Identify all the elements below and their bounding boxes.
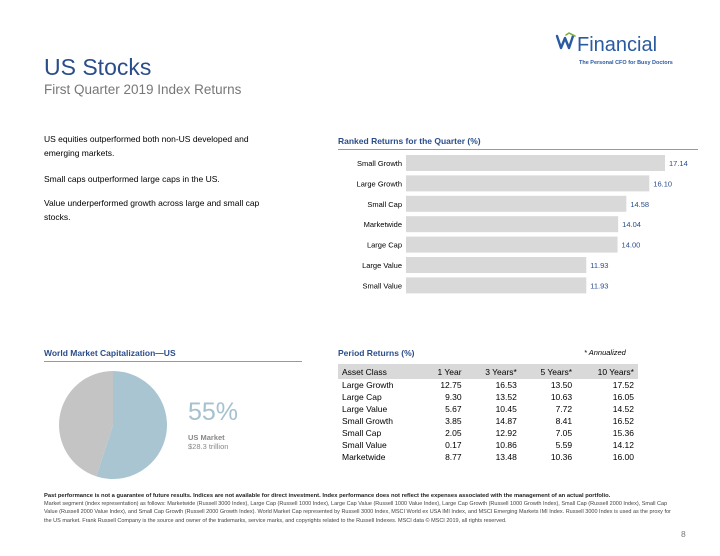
us-market-value: $28.3 trillion [188,442,229,451]
page-title: US Stocks [44,54,152,80]
page-number: 8 [681,529,686,539]
return-bar [406,195,627,212]
return-value-cell: 14.12 [612,440,634,450]
annualized-note: * Annualized [584,348,626,357]
table-row: Large Value 5.67 10.45 7.72 14.52 [338,403,638,415]
return-value-cell: 12.75 [440,380,462,390]
table-row: Small Value 0.17 10.86 5.59 14.12 [338,439,638,451]
world-market-cap-title: World Market Capitalization—US [44,348,176,358]
logo-tagline: The Personal CFO for Busy Doctors [579,60,673,66]
asset-class-cell: Small Cap [342,428,382,438]
bar-value-label: 11.93 [590,281,608,290]
return-bar [406,277,587,294]
page-subtitle: First Quarter 2019 Index Returns [44,82,242,97]
return-value-cell: 13.52 [495,392,517,402]
return-value-cell: 14.52 [612,404,634,414]
return-value-cell: 10.45 [495,404,517,414]
asset-class-cell: Large Growth [342,380,394,390]
table-row: Large Growth 12.75 16.53 13.50 17.52 [338,379,638,391]
column-header: Asset Class [338,364,421,379]
return-value-cell: 3.85 [445,416,462,426]
us-market-slice [96,371,168,479]
return-value-cell: 8.41 [555,416,573,426]
category-label: Small Growth [357,159,402,168]
ranked-returns-title: Ranked Returns for the Quarter (%) [338,136,481,146]
bar-value-label: 14.58 [630,200,649,209]
rest-of-world-slice [58,371,113,477]
asset-class-cell: Large Cap [342,392,382,402]
table-row: Large Cap 9.30 13.52 10.63 16.05 [338,391,638,403]
bar-value-label: 14.04 [622,220,641,229]
logo-wordmark: Financial [577,34,658,56]
column-header: 5 Years* [520,364,577,379]
return-value-cell: 13.48 [495,452,517,462]
return-bar [406,175,650,192]
return-value-cell: 10.63 [550,392,573,402]
return-value-cell: 5.59 [555,440,573,450]
us-market-label: US Market [188,433,225,442]
bar-value-label: 16.10 [653,179,672,188]
bullet-text: US equities outperformed both non-US dev… [44,134,249,158]
asset-class-cell: Marketwide [342,452,386,462]
return-value-cell: 0.17 [445,440,462,450]
period-returns-title: Period Returns (%) [338,348,415,358]
market-cap-pie-chart [58,371,168,479]
category-label: Small Value [363,281,402,290]
bar-value-label: 14.00 [622,241,641,250]
return-value-cell: 13.50 [550,380,573,390]
bullet-text: Small caps outperformed large caps in th… [44,174,220,184]
bar-value-label: 17.14 [669,159,688,168]
return-value-cell: 16.52 [612,416,634,426]
category-label: Large Growth [357,179,402,188]
return-value-cell: 10.36 [550,452,573,462]
return-value-cell: 16.00 [612,452,634,462]
disclaimer-bold: Past performance is not a guarantee of f… [44,493,611,499]
return-bar [406,155,666,171]
return-value-cell: 15.36 [612,428,634,438]
return-bar [406,236,618,253]
return-value-cell: 16.05 [612,392,634,402]
category-label: Large Value [362,261,402,270]
bar-value-label: 11.93 [590,261,608,270]
ranked-returns-chart: Small Growth 17.14 Large Growth 16.10 Small … [357,155,688,294]
return-value-cell: 10.86 [495,440,517,450]
table-row: Marketwide 8.77 13.48 10.36 16.00 [338,451,638,463]
return-value-cell: 14.87 [495,416,517,426]
table-header-row: Asset Class 1 Year 3 Years* 5 Years* 10 … [338,364,638,379]
category-label: Small Cap [367,200,402,209]
return-value-cell: 16.53 [495,380,517,390]
asset-class-cell: Small Growth [342,416,394,426]
disclaimer-footnote: Past performance is not a guarantee of f… [44,492,674,525]
table-row: Small Cap 2.05 12.92 7.05 15.36 [338,427,638,439]
section-divider [338,149,698,150]
column-header: 3 Years* [465,364,521,379]
return-value-cell: 7.05 [555,428,573,438]
disclaimer-text: Market segment (index representation) as… [44,501,671,524]
section-divider [44,361,302,362]
return-value-cell: 9.30 [445,392,462,402]
column-header: 1 Year [420,364,466,379]
table-row: Small Growth 3.85 14.87 8.41 16.52 [338,415,638,427]
asset-class-cell: Large Value [342,404,388,414]
return-value-cell: 5.67 [445,404,462,414]
company-logo: Financial The Personal CFO for Busy Doct… [555,30,690,72]
return-value-cell: 2.05 [445,428,462,438]
category-label: Marketwide [364,220,402,229]
logo-mark-icon [555,32,576,50]
return-value-cell: 17.52 [612,380,634,390]
return-value-cell: 7.72 [555,404,573,414]
column-header: 10 Years* [576,364,638,379]
return-bar [406,257,587,273]
period-returns-table: Asset Class 1 Year 3 Years* 5 Years* 10 … [338,364,638,463]
asset-class-cell: Small Value [342,440,387,450]
return-value-cell: 12.92 [495,428,517,438]
us-market-percent: 55% [188,398,239,426]
category-label: Large Cap [367,241,402,250]
return-value-cell: 8.77 [445,452,462,462]
bullet-text: Value underperformed growth across large… [44,198,260,222]
return-bar [406,216,619,233]
